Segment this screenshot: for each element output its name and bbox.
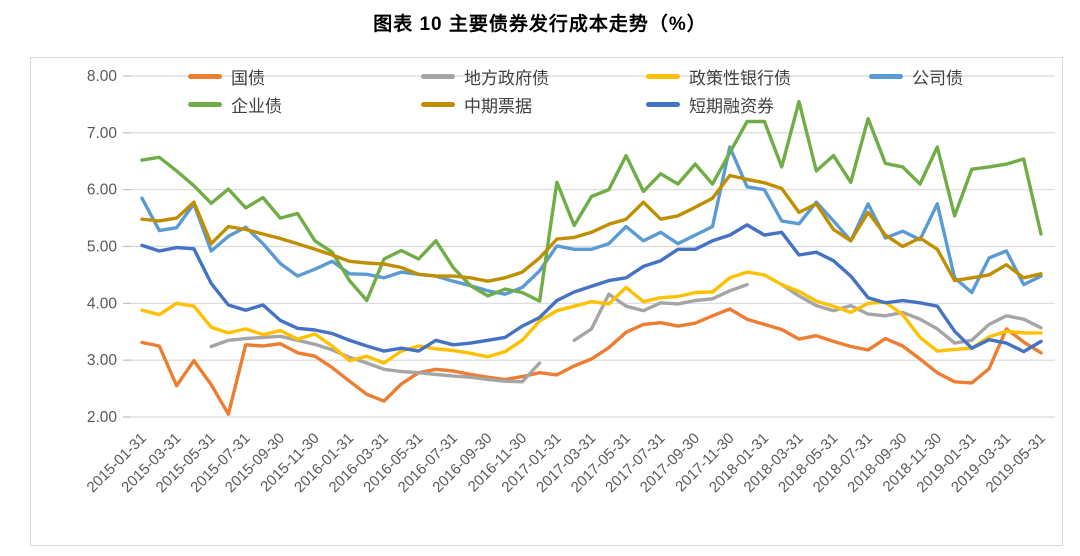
legend-item-corporate: 公司债	[869, 66, 963, 88]
legend-item-enterprise: 企业债	[188, 94, 282, 116]
legend-item-local-gov: 地方政府债	[421, 66, 549, 88]
svg-text:4.00: 4.00	[87, 295, 118, 312]
legend-label: 国债	[231, 68, 265, 88]
svg-text:3.00: 3.00	[87, 352, 118, 369]
chart-frame: 2.00 3.00 4.00 5.00 6.00 7.00 8.00 2015-01-31 20…	[30, 57, 1063, 546]
short-term-line-icon	[646, 101, 680, 107]
line-chart-plot: 2.00 3.00 4.00 5.00 6.00 7.00 8.00 2015-01-3120…	[84, 68, 1055, 496]
legend-label: 公司债	[912, 68, 963, 88]
policy-bank-line-icon	[646, 73, 680, 79]
series-line-1	[209, 282, 1043, 384]
legend-label: 企业债	[231, 96, 282, 116]
legend-item-mtn: 中期票据	[421, 94, 532, 116]
legend-label: 政策性银行债	[689, 68, 791, 88]
legend-item-policy-bank: 政策性银行债	[646, 66, 791, 88]
treasury-line-icon	[188, 73, 222, 79]
svg-text:7.00: 7.00	[87, 125, 118, 142]
mtn-line-icon	[421, 101, 455, 107]
legend-label: 地方政府债	[464, 68, 549, 88]
svg-text:5.00: 5.00	[87, 239, 118, 256]
series-line-5	[140, 173, 1043, 283]
legend-label: 中期票据	[464, 96, 532, 116]
series-line-6	[140, 223, 1043, 354]
legend-label: 短期融资券	[689, 96, 774, 116]
svg-text:8.00: 8.00	[87, 68, 118, 85]
svg-text:6.00: 6.00	[87, 182, 118, 199]
series-line-0	[140, 307, 1043, 416]
series-line-4	[140, 99, 1043, 303]
enterprise-line-icon	[188, 101, 222, 107]
x-axis-labels: 2015-01-312015-03-312015-05-312015-07-31…	[84, 430, 1049, 496]
gridlines	[123, 75, 1055, 418]
legend-item-short-term: 短期融资券	[646, 94, 774, 116]
local-gov-line-icon	[421, 73, 455, 79]
series-line-2	[140, 270, 1043, 365]
svg-text:2.00: 2.00	[87, 409, 118, 426]
legend-item-treasury: 国债	[188, 66, 265, 88]
y-axis-labels: 2.00 3.00 4.00 5.00 6.00 7.00 8.00	[87, 68, 118, 426]
series-line-3	[140, 145, 1043, 296]
corporate-line-icon	[869, 73, 903, 79]
chart-title: 图表 10 主要债券发行成本走势（%）	[373, 14, 707, 35]
